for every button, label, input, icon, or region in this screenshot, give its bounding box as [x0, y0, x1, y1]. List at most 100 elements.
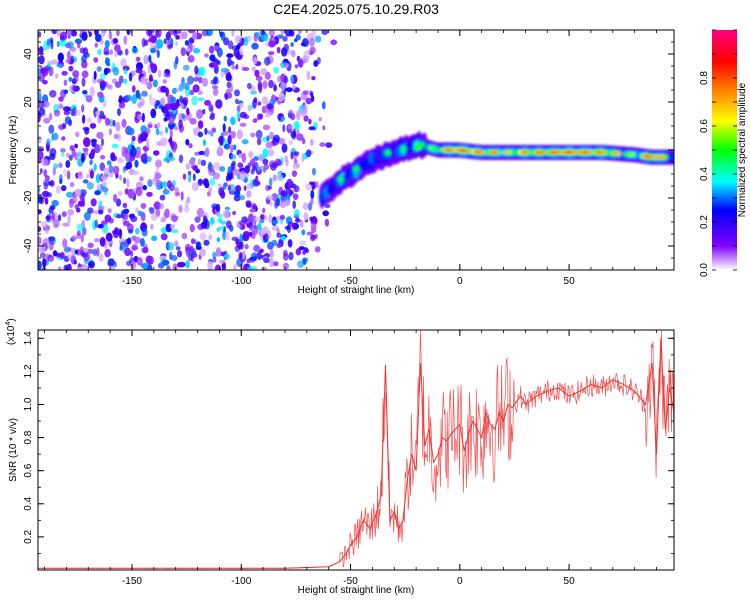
heatmap-noise-cell — [100, 155, 106, 160]
heatmap-noise-cell — [310, 189, 315, 200]
heatmap-noise-cell — [244, 244, 249, 250]
y-tick-label: -20 — [23, 190, 34, 205]
heatmap-noise-cell — [97, 91, 104, 98]
heatmap-ridge-cell — [586, 151, 593, 154]
heatmap-noise-cell — [49, 90, 57, 98]
heatmap-noise-cell — [249, 158, 256, 167]
heatmap-noise-cell — [109, 49, 114, 55]
snr-y-scale: (x104) — [5, 318, 17, 345]
heatmap-noise-cell — [104, 249, 111, 258]
heatmap-noise-cell — [38, 226, 42, 232]
heatmap-noise-cell — [135, 89, 140, 99]
heatmap-noise-cell — [65, 58, 71, 64]
heatmap-noise-cell — [179, 95, 183, 101]
heatmap-noise-cell — [86, 182, 94, 190]
heatmap-noise-cell — [149, 97, 157, 106]
heatmap-noise-cell — [122, 220, 130, 227]
heatmap-noise-cell — [171, 229, 179, 234]
heatmap-noise-cell — [135, 186, 143, 197]
heatmap-noise-cell — [250, 132, 256, 138]
heatmap-noise-cell — [180, 31, 188, 40]
heatmap-noise-cell — [189, 159, 195, 166]
heatmap-noise-cell — [280, 81, 286, 92]
heatmap-noise-cell — [207, 130, 212, 135]
heatmap-noise-cell — [166, 180, 172, 189]
heatmap-noise-cell — [213, 62, 218, 69]
heatmap-noise-cell — [94, 144, 101, 154]
heatmap-noise-cell — [148, 207, 154, 212]
heatmap-noise-cell — [164, 208, 170, 219]
heatmap-noise-cell — [144, 80, 148, 86]
snr-frame — [37, 329, 675, 571]
heatmap-noise-cell — [265, 112, 271, 118]
heatmap-noise-cell — [252, 204, 257, 210]
heatmap-noise-cell — [229, 144, 234, 153]
heatmap-noise-cell — [291, 84, 296, 91]
heatmap-noise-cell — [195, 241, 201, 250]
heatmap-noise-cell — [178, 154, 184, 164]
heatmap-noise-cell — [231, 160, 236, 166]
heatmap-noise-cell — [319, 142, 326, 147]
heatmap-noise-cell — [116, 214, 123, 219]
heatmap-noise-cell — [276, 173, 284, 182]
heatmap-ridge-cell — [628, 152, 635, 157]
heatmap-noise-cell — [119, 174, 123, 181]
heatmap-noise-cell — [200, 159, 207, 166]
heatmap-noise-cell — [151, 178, 157, 186]
heatmap-noise-cell — [301, 153, 305, 163]
heatmap-noise-cell — [51, 199, 59, 207]
snr-y-scale-suffix: ) — [6, 318, 17, 321]
heatmap-noise-cell — [230, 154, 237, 160]
heatmap-noise-cell — [94, 238, 100, 243]
heatmap-noise-cell — [58, 124, 66, 130]
heatmap-noise-cell — [302, 202, 309, 211]
heatmap-noise-cell — [124, 48, 129, 56]
heatmap-noise-cell — [131, 245, 138, 251]
heatmap-ridge-cell — [599, 151, 606, 154]
heatmap-noise-cell — [233, 48, 241, 58]
heatmap-noise-cell — [53, 219, 60, 228]
heatmap-noise-cell — [148, 77, 154, 82]
heatmap-noise-cell — [163, 38, 167, 45]
heatmap-noise-cell — [120, 58, 127, 68]
heatmap-noise-cell — [301, 138, 306, 145]
heatmap-noise-cell — [252, 179, 259, 187]
heatmap-noise-cell — [305, 97, 313, 105]
heatmap-noise-cell — [246, 190, 252, 198]
heatmap-noise-cell — [188, 143, 193, 149]
heatmap-noise-cell — [107, 84, 113, 91]
heatmap-noise-cell — [171, 255, 178, 261]
heatmap-noise-cell — [294, 64, 299, 69]
heatmap-noise-cell — [38, 150, 44, 160]
heatmap-noise-cell — [104, 67, 111, 74]
heatmap-noise-cell — [102, 115, 106, 120]
heatmap-noise-cell — [267, 229, 272, 239]
heatmap-noise-cell — [242, 231, 250, 239]
heatmap-noise-cell — [38, 107, 46, 116]
heatmap-noise-cell — [303, 115, 309, 122]
heatmap-noise-cell — [114, 51, 118, 57]
heatmap-noise-cell — [150, 223, 154, 230]
heatmap-noise-cell — [276, 243, 282, 248]
heatmap-noise-cell — [170, 223, 176, 230]
heatmap-noise-cell — [285, 87, 293, 93]
heatmap-noise-cell — [235, 63, 239, 70]
snr-y-label: SNR (10 * v/v) — [8, 418, 19, 482]
x-tick-label: 0 — [457, 576, 463, 587]
heatmap-noise-cell — [112, 66, 120, 76]
heatmap-noise-cell — [189, 224, 195, 233]
heatmap-noise-cell — [98, 253, 104, 263]
heatmap-noise-cell — [141, 90, 148, 97]
heatmap-noise-cell — [132, 85, 136, 93]
heatmap-noise-cell — [292, 193, 299, 200]
heatmap-noise-cell — [246, 223, 252, 228]
heatmap-noise-cell — [112, 38, 119, 44]
heatmap-noise-cell — [186, 107, 190, 116]
heatmap-noise-cell — [93, 163, 97, 172]
heatmap-noise-cell — [188, 174, 192, 183]
heatmap-noise-cell — [266, 103, 274, 110]
heatmap-noise-cell — [71, 194, 78, 204]
heatmap-noise-cell — [257, 101, 262, 106]
heatmap-noise-cell — [251, 42, 259, 50]
heatmap-noise-cell — [252, 118, 258, 123]
